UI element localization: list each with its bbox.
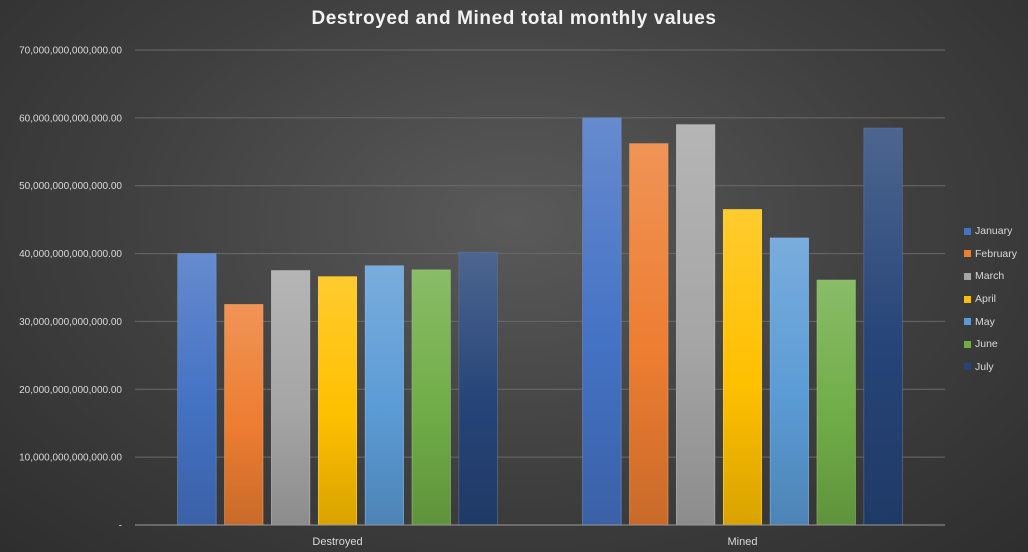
legend-item-january: January: [964, 220, 1017, 243]
legend-item-march: March: [964, 265, 1017, 288]
legend-item-april: April: [964, 288, 1017, 311]
y-tick-label: 60,000,000,000,000.00: [19, 113, 122, 124]
bars: [177, 117, 903, 526]
legend-label: July: [975, 360, 994, 373]
bar-january-destroyed: [177, 253, 217, 526]
legend-swatch: [964, 363, 971, 371]
legend-item-february: February: [964, 243, 1017, 266]
gridlines: [135, 49, 945, 458]
bar-february-mined: [629, 143, 669, 526]
x-category-label: Destroyed: [312, 536, 362, 548]
legend: January February March April May June July: [964, 220, 1017, 378]
bar-march-destroyed: [271, 270, 311, 526]
legend-label: April: [975, 293, 997, 306]
bar-july-mined: [863, 127, 903, 526]
y-tick-label: 40,000,000,000,000.00: [19, 249, 122, 260]
legend-item-may: May: [964, 310, 1017, 333]
x-category-label: Mined: [728, 536, 758, 548]
y-axis-ticks: - 10,000,000,000,000.00 20,000,000,000,000…: [19, 46, 122, 532]
bar-march-mined: [676, 124, 716, 526]
chart-title: Destroyed and Mined total monthly values: [311, 8, 717, 29]
legend-item-june: June: [964, 333, 1017, 356]
legend-label: May: [975, 315, 995, 328]
legend-item-july: July: [964, 356, 1017, 379]
legend-swatch: [964, 340, 971, 348]
bar-may-destroyed: [364, 265, 404, 526]
y-tick-label: 10,000,000,000,000.00: [19, 453, 122, 464]
legend-label: June: [975, 338, 998, 351]
bar-february-destroyed: [224, 304, 264, 526]
legend-swatch: [964, 318, 971, 326]
bar-april-mined: [722, 209, 763, 526]
bar-april-destroyed: [317, 276, 358, 526]
legend-swatch: [964, 227, 971, 235]
y-tick-label: -: [119, 521, 122, 532]
bar-june-destroyed: [411, 269, 451, 526]
y-tick-label: 70,000,000,000,000.00: [19, 46, 122, 57]
bar-january-mined: [582, 117, 622, 526]
legend-swatch: [964, 250, 971, 258]
y-tick-label: 30,000,000,000,000.00: [19, 317, 122, 328]
x-axis: Destroyed Mined: [135, 524, 945, 548]
bar-june-mined: [816, 279, 856, 526]
legend-swatch: [964, 295, 971, 303]
legend-label: February: [975, 247, 1018, 260]
bar-july-destroyed: [458, 251, 498, 526]
y-tick-label: 20,000,000,000,000.00: [19, 385, 122, 396]
y-tick-label: 50,000,000,000,000.00: [19, 181, 122, 192]
legend-swatch: [964, 272, 971, 280]
bar-may-mined: [769, 237, 809, 526]
legend-label: March: [975, 270, 1005, 283]
legend-label: January: [975, 225, 1013, 238]
